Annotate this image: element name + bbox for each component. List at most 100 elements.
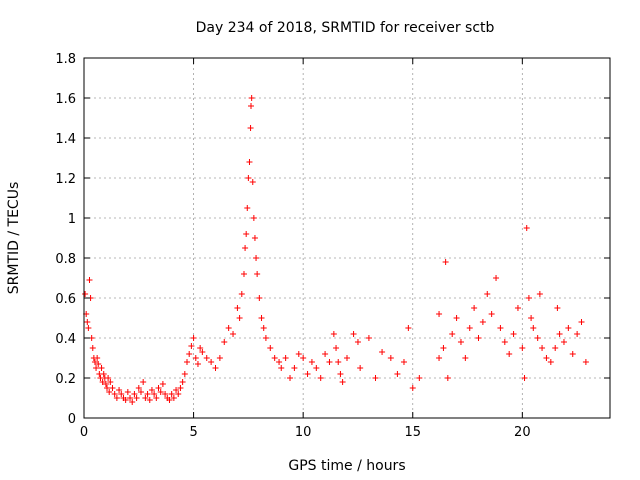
data-point — [199, 349, 206, 355]
plot-frame — [83, 57, 611, 419]
data-point — [440, 345, 447, 351]
data-point — [146, 397, 153, 403]
data-point — [333, 345, 340, 351]
data-point — [300, 355, 307, 361]
data-point — [330, 331, 337, 337]
data-point — [245, 175, 252, 181]
data-point — [262, 335, 269, 341]
data-point — [177, 385, 184, 391]
y-tick-label: 0.8 — [55, 252, 76, 267]
data-point — [253, 255, 260, 261]
data-point — [153, 395, 160, 401]
data-point — [484, 291, 491, 297]
data-point — [582, 359, 589, 365]
data-point — [409, 385, 416, 391]
data-point — [212, 365, 219, 371]
data-point — [569, 351, 576, 357]
data-point — [436, 311, 443, 317]
data-point — [135, 385, 142, 391]
data-point — [251, 235, 258, 241]
data-point — [137, 389, 144, 395]
data-point — [247, 125, 254, 131]
x-axis-label: GPS time / hours — [288, 458, 405, 474]
data-point — [295, 351, 302, 357]
data-point — [444, 375, 451, 381]
data-point — [416, 375, 423, 381]
data-point — [449, 331, 456, 337]
data-point — [248, 103, 255, 109]
data-point — [337, 371, 344, 377]
data-point — [155, 385, 162, 391]
data-point — [514, 305, 521, 311]
data-point — [453, 315, 460, 321]
data-point — [105, 375, 112, 381]
points-layer — [82, 95, 589, 405]
data-point — [357, 365, 364, 371]
data-point — [157, 389, 164, 395]
data-point — [89, 345, 96, 351]
data-point — [208, 359, 215, 365]
x-tick-label: 20 — [514, 425, 531, 440]
data-point — [335, 359, 342, 365]
data-point — [254, 271, 261, 277]
data-point — [93, 365, 100, 371]
data-point — [244, 205, 251, 211]
x-tick-label: 0 — [80, 425, 88, 440]
data-point — [99, 379, 106, 385]
data-point — [258, 315, 265, 321]
data-point — [506, 351, 513, 357]
data-point — [240, 271, 247, 277]
y-tick-label: 0.2 — [55, 372, 76, 387]
data-point — [539, 345, 546, 351]
data-point — [129, 399, 136, 405]
data-point — [365, 335, 372, 341]
data-point — [510, 331, 517, 337]
data-point — [322, 351, 329, 357]
data-point — [82, 291, 89, 297]
data-point — [236, 315, 243, 321]
data-point — [497, 325, 504, 331]
data-point — [118, 391, 125, 397]
data-point — [179, 379, 186, 385]
data-point — [234, 305, 241, 311]
data-point — [84, 319, 91, 325]
y-tick-label: 1.2 — [55, 172, 76, 187]
data-point — [282, 355, 289, 361]
data-point — [530, 325, 537, 331]
data-point — [276, 359, 283, 365]
data-point — [127, 395, 134, 401]
data-point — [436, 355, 443, 361]
data-point — [192, 355, 199, 361]
data-point — [203, 355, 210, 361]
data-point — [326, 359, 333, 365]
data-point — [462, 355, 469, 361]
data-point — [501, 339, 508, 345]
data-point — [94, 355, 101, 361]
data-point — [181, 371, 188, 377]
data-point — [133, 395, 140, 401]
data-point — [250, 215, 257, 221]
data-point — [86, 277, 93, 283]
data-point — [248, 95, 255, 101]
data-point — [246, 159, 253, 165]
data-point — [313, 365, 320, 371]
data-point — [304, 371, 311, 377]
data-point — [256, 295, 263, 301]
data-point — [188, 343, 195, 349]
data-point — [308, 359, 315, 365]
data-point — [554, 305, 561, 311]
data-point — [168, 391, 175, 397]
y-tick-label: 0.4 — [55, 332, 76, 347]
y-tick-label: 0.6 — [55, 292, 76, 307]
data-point — [151, 391, 158, 397]
data-point — [148, 387, 155, 393]
data-point — [95, 361, 102, 367]
data-point — [267, 345, 274, 351]
data-point — [91, 359, 98, 365]
data-point — [521, 375, 528, 381]
data-point — [372, 375, 379, 381]
data-point — [131, 391, 138, 397]
data-point — [488, 311, 495, 317]
